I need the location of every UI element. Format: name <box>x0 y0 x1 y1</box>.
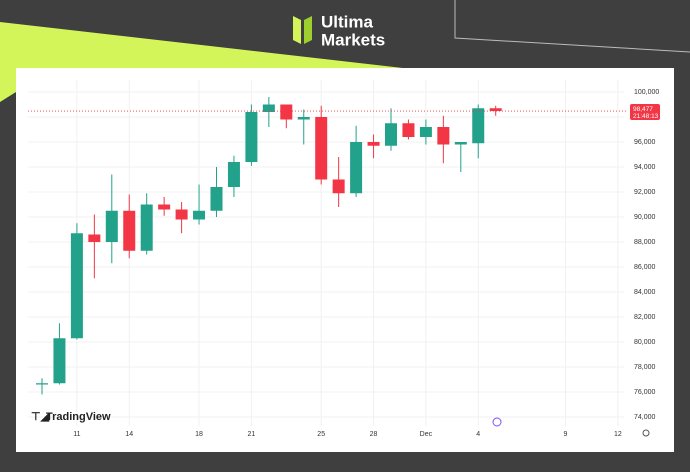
candle-body <box>454 142 467 145</box>
candle-body <box>385 123 397 146</box>
price-label: 98,477 <box>633 106 653 113</box>
candle-body <box>402 123 415 137</box>
y-tick-label: 94,000 <box>634 164 656 171</box>
x-tick-label: 28 <box>370 431 378 438</box>
candle-body <box>245 112 258 162</box>
candle-body <box>332 179 345 194</box>
x-tick-label: 12 <box>614 431 622 438</box>
candle-body <box>36 383 48 385</box>
candle-body <box>53 338 66 384</box>
y-tick-label: 90,000 <box>634 214 656 221</box>
candle-body <box>105 210 118 242</box>
x-tick-label: 9 <box>564 431 568 438</box>
logo: Ultima Markets <box>293 12 385 49</box>
watermark-icon: ⊤◢ <box>31 411 50 423</box>
candle-body <box>262 104 275 112</box>
candle-body <box>350 142 363 194</box>
y-tick-label: 82,000 <box>634 314 656 321</box>
candle-body <box>123 210 136 251</box>
x-tick-label: Dec <box>420 431 433 438</box>
y-tick-label: 88,000 <box>634 239 656 246</box>
y-tick-label: 100,000 <box>634 89 659 96</box>
y-tick-label: 80,000 <box>634 339 656 346</box>
x-tick-label: 11 <box>73 431 80 438</box>
y-tick-label: 78,000 <box>634 364 656 371</box>
price-tag <box>630 104 660 121</box>
x-tick-label: 14 <box>125 431 133 438</box>
candle-body <box>297 117 310 120</box>
plot: 74,000 76,000 78,000 80,000 82,000 84,000 86,0… <box>28 80 660 438</box>
y-tick-label: 84,000 <box>634 289 656 296</box>
x-tick-label: 4 <box>476 431 480 438</box>
y-tick-label: 92,000 <box>634 189 656 196</box>
chart-panel <box>16 68 674 452</box>
y-tick-label: 96,000 <box>634 139 656 146</box>
candle-body <box>88 234 101 242</box>
candle-body <box>280 104 293 120</box>
y-tick-label: 74,000 <box>634 414 656 421</box>
candle-body <box>489 108 502 112</box>
candle-body <box>315 117 328 180</box>
candle-body <box>175 209 188 220</box>
candle-body <box>227 162 240 187</box>
logo-icon <box>304 16 312 44</box>
candle-body <box>158 204 171 210</box>
brand-name: Markets <box>321 30 385 49</box>
y-tick-label: 76,000 <box>634 389 656 396</box>
candle-body <box>437 127 450 145</box>
brand-name: Ultima <box>321 12 374 31</box>
candle-body <box>140 204 153 251</box>
y-tick-label: 86,000 <box>634 264 656 271</box>
event-marker[interactable] <box>492 417 502 427</box>
candle-body <box>367 142 380 146</box>
decor-line <box>454 0 690 53</box>
countdown: 21:48:13 <box>633 113 659 120</box>
logo-icon <box>293 16 301 44</box>
x-tick-label: 25 <box>317 431 325 438</box>
watermark: TradingView <box>46 411 111 423</box>
x-tick-label: 21 <box>248 431 256 438</box>
candle-body <box>472 108 485 144</box>
candle-body <box>419 127 432 137</box>
candle-body <box>193 210 206 220</box>
candle-body <box>210 187 223 211</box>
settings-icon[interactable] <box>642 429 650 437</box>
x-tick-label: 18 <box>195 431 203 438</box>
candle-body <box>70 233 83 339</box>
